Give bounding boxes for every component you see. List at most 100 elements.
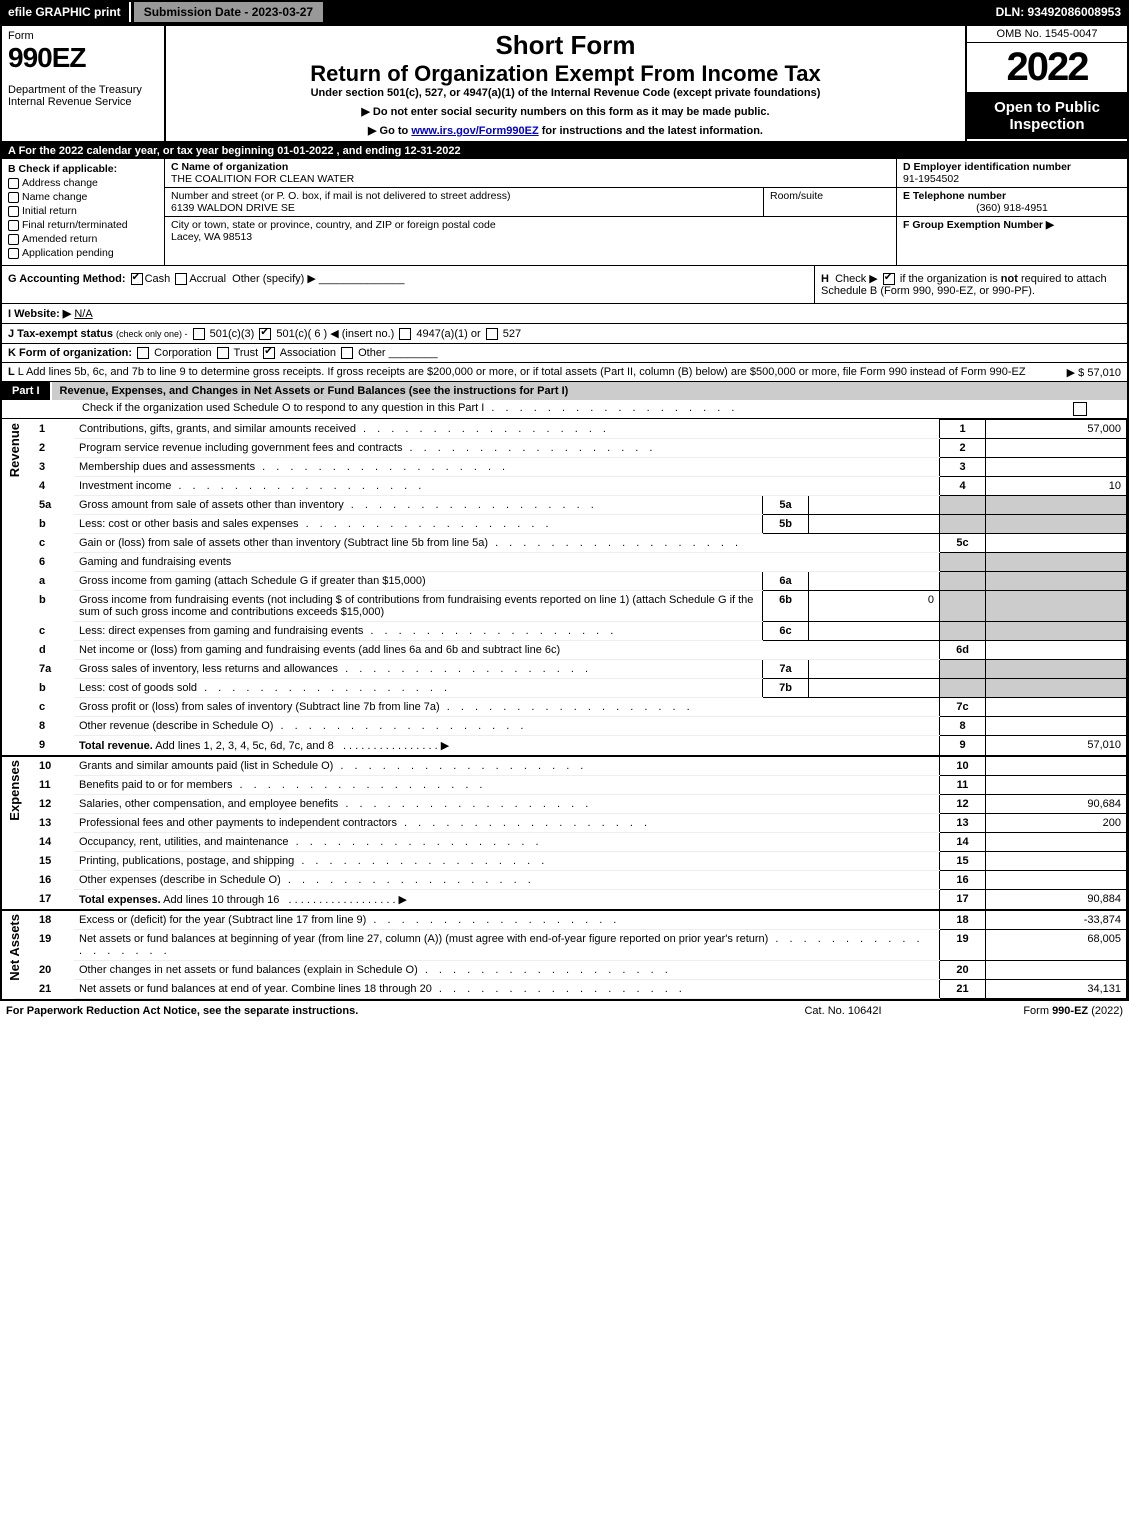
check-cash[interactable]	[131, 273, 143, 285]
row8-desc: Other revenue (describe in Schedule O)	[74, 717, 940, 736]
row14-desc: Occupancy, rent, utilities, and maintena…	[74, 833, 940, 852]
tax-year: 2022	[967, 43, 1127, 93]
row19-desc: Net assets or fund balances at beginning…	[74, 930, 940, 961]
row9-rnum: 9	[940, 736, 986, 757]
revenue-side-label: Revenue	[7, 423, 22, 477]
row6a-sublbl: 6a	[763, 572, 809, 591]
check-initial-return[interactable]: Initial return	[8, 205, 158, 217]
row4-num: 4	[34, 477, 74, 496]
j-sub: (check only one) -	[116, 329, 188, 339]
omb-number: OMB No. 1545-0047	[967, 26, 1127, 43]
open-public: Open to Public Inspection	[967, 93, 1127, 139]
l-amount: ▶ $ 57,010	[1067, 366, 1121, 379]
row16-rnum: 16	[940, 871, 986, 890]
c-label: C Name of organization	[171, 161, 288, 173]
org-address: 6139 WALDON DRIVE SE	[171, 202, 295, 214]
note-link: ▶ Go to www.irs.gov/Form990EZ for instru…	[174, 124, 957, 137]
e-label: E Telephone number	[903, 190, 1006, 202]
row6d-rnum: 6d	[940, 641, 986, 660]
row15-desc: Printing, publications, postage, and shi…	[74, 852, 940, 871]
check-association[interactable]	[263, 347, 275, 359]
row6c-rnum	[940, 622, 986, 641]
row5a-rval	[986, 496, 1127, 515]
row7a-subval	[809, 660, 940, 679]
row6b-num: b	[34, 591, 74, 622]
row4-desc: Investment income	[74, 477, 940, 496]
row15-val	[986, 852, 1127, 871]
f-label: F Group Exemption Number ▶	[903, 219, 1054, 231]
row14-val	[986, 833, 1127, 852]
check-trust[interactable]	[217, 347, 229, 359]
row3-val	[986, 458, 1127, 477]
row5b-subval	[809, 515, 940, 534]
org-name: THE COALITION FOR CLEAN WATER	[171, 173, 354, 185]
row12-desc: Salaries, other compensation, and employ…	[74, 795, 940, 814]
footer-formref: Form 990-EZ (2022)	[943, 1005, 1123, 1017]
row7a-rnum	[940, 660, 986, 679]
expenses-side-label: Expenses	[7, 760, 22, 821]
check-address-change[interactable]: Address change	[8, 177, 158, 189]
check-4947[interactable]	[399, 328, 411, 340]
row6b-rval	[986, 591, 1127, 622]
row18-rnum: 18	[940, 910, 986, 930]
row6b-desc: Gross income from fundraising events (no…	[74, 591, 763, 622]
row8-num: 8	[34, 717, 74, 736]
check-final-return[interactable]: Final return/terminated	[8, 219, 158, 231]
line-k: K Form of organization: Corporation Trus…	[2, 344, 1127, 363]
row2-num: 2	[34, 439, 74, 458]
check-schedule-b[interactable]	[883, 273, 895, 285]
row3-num: 3	[34, 458, 74, 477]
form-word: Form	[8, 30, 34, 42]
note2-pre: ▶ Go to	[368, 125, 411, 137]
row5b-num: b	[34, 515, 74, 534]
row17-val: 90,884	[986, 890, 1127, 911]
row5a-rnum	[940, 496, 986, 515]
row1-val: 57,000	[986, 420, 1127, 439]
row7c-desc: Gross profit or (loss) from sales of inv…	[74, 698, 940, 717]
row5c-num: c	[34, 534, 74, 553]
row11-desc: Benefits paid to or for members	[74, 776, 940, 795]
row7b-subval	[809, 679, 940, 698]
check-accrual[interactable]	[175, 273, 187, 285]
check-501c3[interactable]	[193, 328, 205, 340]
row6d-desc: Net income or (loss) from gaming and fun…	[74, 641, 940, 660]
addr-label: Number and street (or P. O. box, if mail…	[171, 190, 510, 202]
check-501c[interactable]	[259, 328, 271, 340]
row14-rnum: 14	[940, 833, 986, 852]
header-center: Short Form Return of Organization Exempt…	[166, 26, 965, 141]
check-amended-return[interactable]: Amended return	[8, 233, 158, 245]
row6a-subval	[809, 572, 940, 591]
netassets-side-label: Net Assets	[7, 914, 22, 981]
row5a-desc: Gross amount from sale of assets other t…	[74, 496, 763, 515]
row11-num: 11	[34, 776, 74, 795]
row6d-val	[986, 641, 1127, 660]
row6c-subval	[809, 622, 940, 641]
check-application-pending[interactable]: Application pending	[8, 247, 158, 259]
row6d-num: d	[34, 641, 74, 660]
row9-val: 57,010	[986, 736, 1127, 757]
efile-print[interactable]: efile GRAPHIC print	[0, 2, 131, 22]
section-b-block: B Check if applicable: Address change Na…	[2, 159, 1127, 266]
row11-rnum: 11	[940, 776, 986, 795]
row10-rnum: 10	[940, 756, 986, 776]
row4-val: 10	[986, 477, 1127, 496]
row5b-desc: Less: cost or other basis and sales expe…	[74, 515, 763, 534]
row9-num: 9	[34, 736, 74, 757]
row6b-rnum	[940, 591, 986, 622]
website: N/A	[74, 308, 92, 320]
schedule-o-checkbox[interactable]	[1073, 402, 1087, 416]
footer-notice: For Paperwork Reduction Act Notice, see …	[6, 1005, 743, 1017]
row6c-desc: Less: direct expenses from gaming and fu…	[74, 622, 763, 641]
check-527[interactable]	[486, 328, 498, 340]
row2-val	[986, 439, 1127, 458]
irs-link[interactable]: www.irs.gov/Form990EZ	[411, 125, 538, 137]
check-name-change[interactable]: Name change	[8, 191, 158, 203]
form-container: Form 990EZ Department of the Treasury In…	[0, 24, 1129, 1001]
row15-num: 15	[34, 852, 74, 871]
row10-val	[986, 756, 1127, 776]
check-other-org[interactable]	[341, 347, 353, 359]
row18-num: 18	[34, 910, 74, 930]
city-label: City or town, state or province, country…	[171, 219, 496, 231]
check-corp[interactable]	[137, 347, 149, 359]
footer-catno: Cat. No. 10642I	[743, 1005, 943, 1017]
